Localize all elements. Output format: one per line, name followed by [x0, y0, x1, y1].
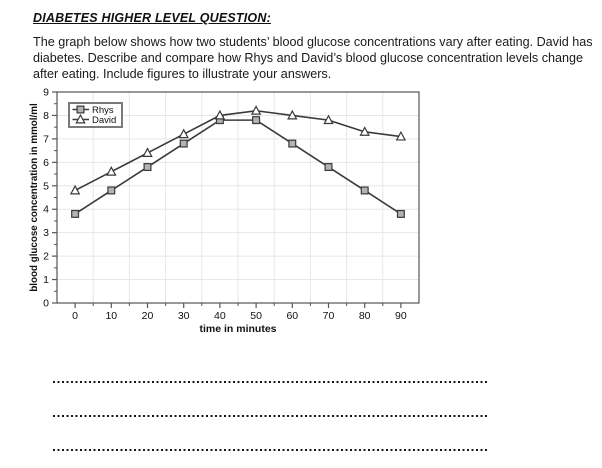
- x-tick-label: 10: [105, 310, 117, 322]
- square-marker: [107, 186, 116, 195]
- y-tick-label: 1: [43, 274, 49, 286]
- series-david: [69, 105, 407, 195]
- series-rhys: [71, 116, 405, 218]
- y-tick-label: 0: [43, 298, 49, 310]
- legend-label: Rhys: [92, 105, 114, 116]
- square-marker: [324, 163, 333, 172]
- y-tick-label: 8: [43, 110, 49, 122]
- triangle-marker: [359, 126, 370, 136]
- triangle-marker: [214, 109, 226, 120]
- square-marker: [360, 186, 369, 195]
- triangle-marker: [106, 166, 117, 176]
- x-tick-label: 0: [72, 310, 78, 322]
- y-tick-label: 9: [43, 87, 49, 99]
- y-tick-label: 7: [43, 133, 49, 145]
- x-tick-label: 60: [286, 310, 298, 322]
- y-axis: 0 1 2 3 4 5 6 7 8 9: [43, 87, 57, 310]
- triangle-marker: [75, 113, 86, 124]
- gridlines: [57, 92, 419, 303]
- x-tick-label: 20: [142, 310, 154, 322]
- y-tick-label: 2: [43, 251, 49, 263]
- x-tick-label: 40: [214, 310, 226, 322]
- question-text: The graph below shows how two students’ …: [33, 35, 593, 81]
- triangle-marker: [142, 147, 153, 157]
- triangle-marker: [178, 128, 189, 139]
- square-marker: [71, 209, 80, 218]
- y-tick-label: 3: [43, 227, 49, 239]
- triangle-marker: [250, 105, 262, 115]
- chart-container: 0 1 2 3 4 5 6 7 8 9 0 10 20 30 40 50 60 70 80 90 time in min…: [28, 86, 428, 338]
- x-tick-label: 70: [323, 310, 335, 322]
- y-tick-label: 6: [43, 157, 49, 169]
- legend-label: David: [92, 115, 116, 126]
- triangle-marker: [395, 130, 407, 141]
- square-marker: [288, 139, 297, 148]
- y-axis-title: blood glucose concentration in mmol/ml: [29, 103, 40, 292]
- y-tick-label: 4: [43, 204, 49, 216]
- square-marker: [76, 105, 85, 114]
- answer-dotted-line: [53, 449, 488, 451]
- answer-dotted-line: [53, 415, 488, 417]
- page-title: DIABETES HIGHER LEVEL QUESTION:: [33, 11, 271, 25]
- triangle-marker: [287, 109, 298, 120]
- square-marker: [252, 116, 261, 125]
- triangle-marker: [323, 114, 334, 125]
- x-tick-label: 30: [178, 310, 190, 322]
- y-tick-label: 5: [43, 180, 49, 192]
- triangle-marker: [69, 184, 81, 195]
- square-marker: [179, 139, 188, 148]
- x-axis: 0 10 20 30 40 50 60 70 80 90: [72, 303, 407, 322]
- x-axis-title: time in minutes: [199, 323, 276, 335]
- square-marker: [396, 209, 405, 218]
- answer-dotted-line: [53, 381, 488, 383]
- square-marker: [143, 163, 152, 172]
- x-tick-label: 80: [359, 310, 371, 322]
- x-tick-label: 50: [250, 310, 262, 322]
- x-tick-label: 90: [395, 310, 407, 322]
